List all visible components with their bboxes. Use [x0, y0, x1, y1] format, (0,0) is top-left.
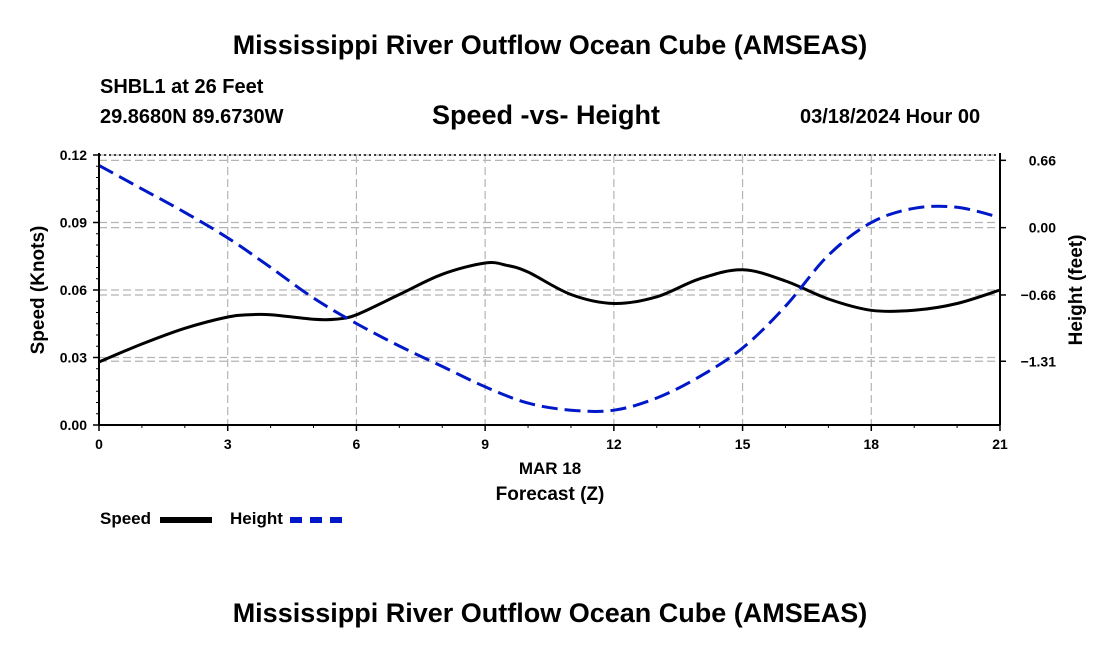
y-tick-label: 0.12: [60, 147, 87, 163]
height-series-line: [98, 164, 1001, 413]
grid: [99, 154, 1000, 425]
x-tick-label: 21: [992, 436, 1008, 452]
y2-tick-label: 0.00: [1029, 220, 1056, 236]
speed-series-line: [98, 261, 1001, 364]
y-tick-label: 0.03: [60, 350, 87, 366]
legend-height-swatch: [290, 517, 342, 523]
y2-axis-label: Height (feet): [1066, 235, 1087, 346]
x-tick-label: 3: [224, 436, 232, 452]
series-layer: [98, 164, 1001, 413]
y-tick-label: 0.00: [60, 417, 87, 433]
axis-ticks: 0 3 6 9 12 15 18 21 0.00 0.03 0.06 0.09 0.12 0.66 0.00…: [60, 147, 1056, 452]
plot-frame: [98, 153, 1001, 426]
legend-height-label: Height: [230, 509, 283, 528]
chart-subtitle: Speed -vs- Height: [432, 100, 661, 130]
x-date-label: MAR 18: [519, 459, 581, 478]
x-tick-label: 18: [863, 436, 879, 452]
x-tick-label: 6: [353, 436, 361, 452]
legend-speed-label: Speed: [100, 509, 152, 528]
x-tick-label: 9: [481, 436, 489, 452]
y-axis-label: Speed (Knots): [28, 226, 49, 355]
x-axis-label: Forecast (Z): [496, 484, 605, 505]
y-tick-label: 0.09: [60, 215, 87, 231]
legend-speed-swatch: [160, 517, 212, 523]
y-tick-label: 0.06: [60, 282, 87, 298]
station-label: SHBL1 at 26 Feet: [100, 76, 264, 98]
y2-tick-label: −1.31: [1021, 353, 1057, 369]
x-tick-label: 15: [735, 436, 751, 452]
x-tick-label: 12: [606, 436, 622, 452]
main-title: Mississippi River Outflow Ocean Cube (AM…: [232, 30, 868, 60]
footer-title: Mississippi River Outflow Ocean Cube (AM…: [232, 598, 868, 628]
x-tick-label: 0: [95, 436, 103, 452]
forecast-datetime: 03/18/2024 Hour 00: [800, 106, 981, 128]
coordinates-label: 29.8680N 89.6730W: [100, 106, 284, 128]
y2-tick-label: −0.66: [1021, 287, 1057, 303]
y2-tick-label: 0.66: [1029, 152, 1056, 168]
